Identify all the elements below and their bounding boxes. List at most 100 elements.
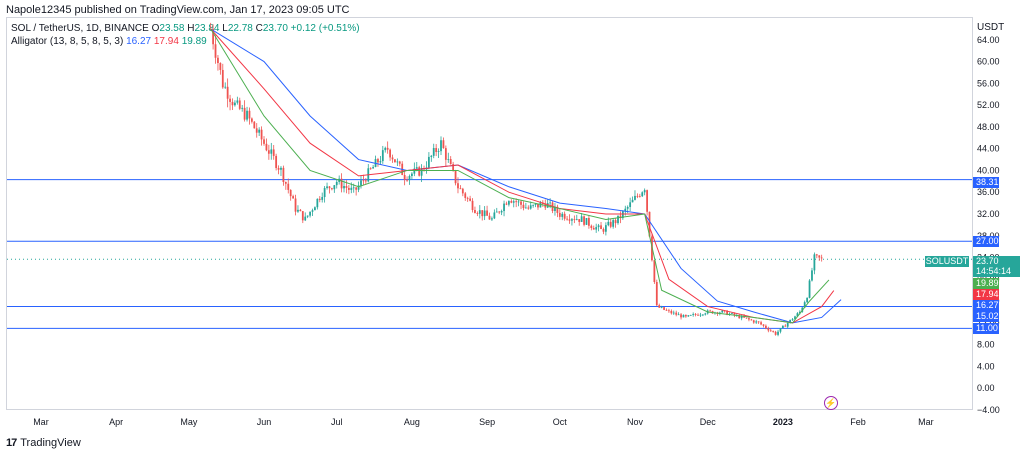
candle-body	[689, 315, 692, 316]
candle-body	[234, 102, 236, 106]
candle-body	[362, 180, 365, 182]
symbol-title[interactable]: SOL / TetherUS, 1D, BINANCE	[11, 23, 149, 34]
low-label: L	[222, 23, 228, 34]
level-tag-27: 27.00	[973, 236, 999, 247]
candle-body	[483, 210, 486, 217]
candle-body	[287, 183, 290, 190]
candle-body	[600, 225, 602, 230]
candle-body	[503, 203, 505, 212]
alligator-teeth-line	[210, 28, 835, 324]
chart-frame[interactable]	[6, 17, 973, 410]
candle-body	[369, 168, 372, 170]
x-tick-label: Oct	[553, 417, 568, 427]
candle-body	[432, 148, 435, 156]
candle-body	[265, 143, 268, 151]
candle-body	[779, 328, 782, 332]
candle-body	[457, 183, 459, 189]
candle-body	[389, 149, 391, 158]
x-tick-label: Nov	[627, 417, 644, 427]
candle-body	[318, 198, 321, 200]
x-tick-label: Feb	[850, 417, 866, 427]
candle-body	[430, 155, 433, 157]
alligator-lips-value: 19.89	[181, 36, 207, 47]
candle-body	[275, 155, 278, 169]
candle-body	[675, 312, 678, 315]
candle-body	[340, 178, 343, 189]
candle-body	[597, 225, 600, 228]
candle-body	[272, 149, 275, 156]
alligator-label[interactable]: Alligator (13, 8, 5, 8, 5, 3)	[11, 36, 124, 47]
candle-body	[299, 209, 302, 212]
candle-body	[335, 181, 338, 186]
candle-body	[214, 44, 217, 58]
publisher-caption: Napole12345 published on TradingView.com…	[6, 4, 350, 16]
alligator-jaw-value: 16.27	[126, 36, 152, 47]
candle-body	[791, 319, 794, 321]
candle-body	[328, 186, 331, 189]
candle-body	[740, 315, 743, 319]
candle-body	[575, 219, 578, 220]
candle-body	[476, 213, 479, 214]
footer-brand[interactable]: TradingView	[20, 437, 81, 449]
x-tick-label: Jun	[257, 417, 272, 427]
alligator-lines	[210, 28, 842, 324]
price-axis: 64.00 60.00 56.00 52.00 48.00 44.00 40.00 36.00…	[977, 35, 1000, 415]
candle-body	[585, 218, 588, 225]
candle-body	[578, 219, 581, 222]
candle-body	[777, 331, 779, 335]
candle-body	[350, 187, 353, 190]
candle-body	[364, 180, 367, 182]
candle-body	[796, 313, 799, 317]
candle-body	[444, 148, 447, 160]
y-tick-label: 64.00	[977, 35, 1000, 45]
candle-body	[808, 280, 811, 298]
candle-body	[680, 314, 682, 318]
candle-body	[406, 179, 408, 181]
candle-body	[418, 167, 421, 176]
candle-body	[811, 270, 813, 281]
candle-body	[510, 201, 513, 203]
candle-body	[258, 129, 261, 133]
candle-body	[646, 190, 649, 212]
currency-label: USDT	[977, 22, 1005, 33]
candle-body	[774, 331, 777, 335]
candle-body	[748, 318, 750, 320]
candle-body	[626, 207, 629, 209]
candle-body	[314, 207, 316, 211]
candle-body	[534, 203, 537, 205]
tradingview-logo-icon[interactable]: 17	[6, 437, 17, 449]
x-tick-label: 2023	[773, 417, 793, 427]
candle-body	[413, 168, 416, 174]
candle-body	[798, 311, 801, 314]
candle-body	[602, 229, 605, 232]
candle-body	[403, 174, 406, 180]
candle-body	[539, 202, 542, 208]
x-tick-label: Apr	[109, 417, 123, 427]
candle-body	[333, 185, 336, 190]
candle-body	[217, 57, 219, 64]
candle-body	[221, 69, 224, 88]
candle-body	[449, 159, 452, 165]
candle-body	[612, 220, 615, 227]
candle-body	[592, 227, 595, 230]
candle-body	[236, 100, 239, 103]
candle-body	[631, 199, 634, 203]
economic-event-icon[interactable]: ⚡	[824, 396, 838, 410]
candle-body	[243, 107, 246, 120]
candle-body	[561, 213, 564, 217]
candle-body	[398, 161, 401, 164]
candle-body	[440, 140, 442, 152]
candle-body	[263, 139, 265, 144]
close-label: C	[255, 23, 263, 34]
candle-body	[260, 129, 263, 140]
jaw-tag: 16.27	[973, 300, 999, 311]
candle-body	[292, 196, 295, 199]
candle-body	[604, 225, 607, 232]
candle-body	[297, 209, 299, 212]
candle-body	[515, 201, 518, 203]
y-tick-label: 4.00	[977, 361, 995, 371]
candle-body	[699, 314, 702, 316]
candle-body	[372, 167, 375, 169]
candle-body	[772, 330, 775, 332]
